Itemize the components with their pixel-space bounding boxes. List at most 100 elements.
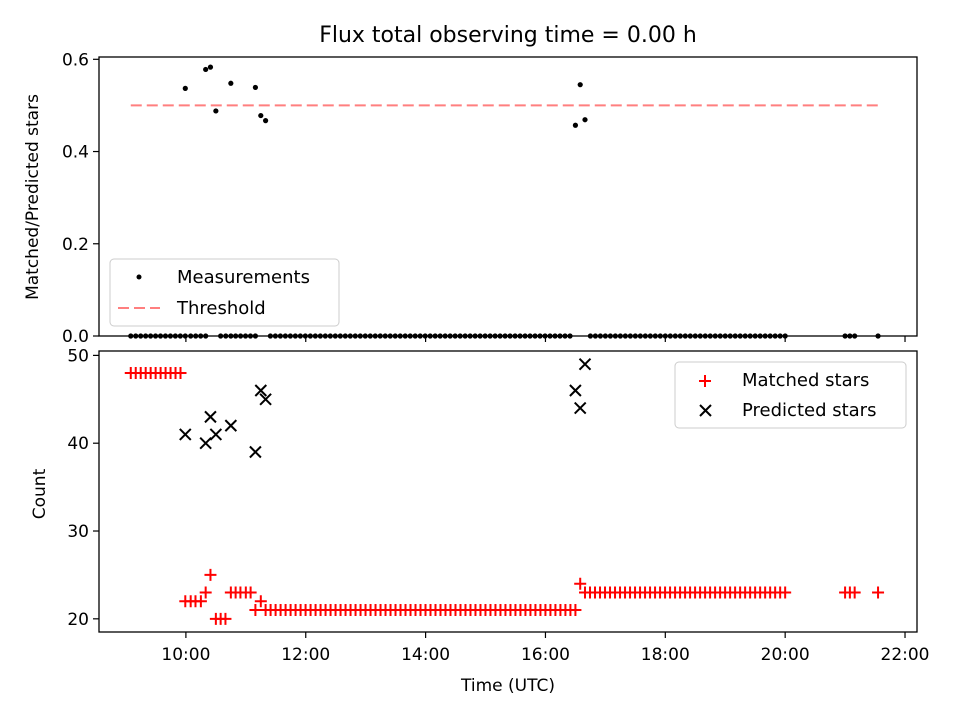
measurement-point-zero bbox=[742, 333, 748, 339]
measurement-point-zero bbox=[467, 333, 473, 339]
measurement-point-zero bbox=[672, 333, 678, 339]
measurement-point-zero bbox=[442, 333, 448, 339]
measurement-point-zero bbox=[342, 333, 348, 339]
measurement-point-zero bbox=[367, 333, 373, 339]
bottom-panel: 20 30 40 50 10:00 12:00 14:00 16:00 18:00 20:00 2… bbox=[30, 346, 930, 696]
measurement-point-zero bbox=[592, 333, 598, 339]
measurement-point-zero bbox=[297, 333, 303, 339]
measurement-point-zero bbox=[432, 333, 438, 339]
matched-star-point bbox=[204, 568, 217, 581]
measurement-point-zero bbox=[233, 333, 239, 339]
predicted-star-point bbox=[569, 384, 582, 397]
measurement-point-zero bbox=[138, 333, 144, 339]
measurement-point-zero bbox=[417, 333, 423, 339]
measurement-point-zero bbox=[362, 333, 368, 339]
measurement-point-zero bbox=[727, 333, 733, 339]
measurement-point-zero bbox=[562, 333, 568, 339]
measurement-point-zero bbox=[357, 333, 363, 339]
x-tick-label: 12:00 bbox=[281, 645, 330, 665]
x-tick-label: 10:00 bbox=[161, 645, 210, 665]
measurement-point-zero bbox=[352, 333, 358, 339]
measurement-point-zero bbox=[547, 333, 553, 339]
bottom-y-axis-label: Count bbox=[30, 468, 50, 519]
measurement-point bbox=[213, 108, 219, 114]
measurement-point-zero bbox=[437, 333, 443, 339]
legend-predicted-marker bbox=[699, 404, 712, 417]
measurement-point-zero bbox=[747, 333, 753, 339]
measurement-point-zero bbox=[757, 333, 763, 339]
measurement-point-zero bbox=[537, 333, 543, 339]
bottom-y-tick-label: 40 bbox=[67, 434, 89, 454]
top-y-tick-label: 0.6 bbox=[62, 50, 89, 70]
top-measurement-points bbox=[182, 64, 588, 128]
measurement-point-zero bbox=[252, 333, 259, 339]
top-y-axis: 0.0 0.2 0.4 0.6 bbox=[62, 50, 99, 347]
measurement-point-zero bbox=[632, 333, 638, 339]
measurement-point-zero bbox=[522, 333, 528, 339]
matched-star-point bbox=[872, 586, 885, 599]
measurement-point-zero bbox=[662, 333, 668, 339]
measurement-point-zero bbox=[637, 333, 643, 339]
matched-star-point bbox=[244, 586, 257, 599]
top-y-tick-label: 0.4 bbox=[62, 143, 89, 163]
measurement-point-zero bbox=[218, 333, 224, 339]
measurement-point-zero bbox=[875, 333, 881, 339]
measurement-point-zero bbox=[737, 333, 743, 339]
top-legend: Measurements Threshold bbox=[109, 258, 340, 327]
measurement-point-zero bbox=[177, 333, 183, 339]
measurement-point-zero bbox=[242, 333, 249, 339]
measurement-point bbox=[572, 122, 579, 128]
measurement-point-zero bbox=[223, 333, 229, 339]
measurement-point-zero bbox=[337, 333, 343, 339]
measurement-point-zero bbox=[607, 333, 613, 339]
matched-star-point bbox=[249, 604, 262, 617]
matched-star-point bbox=[569, 604, 582, 617]
measurement-point bbox=[252, 84, 259, 91]
measurement-point-zero bbox=[697, 333, 703, 339]
measurement-point-zero bbox=[133, 333, 139, 339]
predicted-star-point bbox=[224, 419, 238, 432]
measurement-point-zero bbox=[782, 333, 788, 339]
measurement-point-zero bbox=[332, 333, 338, 339]
bottom-legend: Matched stars Predicted stars bbox=[674, 361, 907, 429]
measurement-point-zero bbox=[472, 333, 478, 339]
chart-title: Flux total observing time = 0.00 h bbox=[319, 23, 697, 48]
measurement-point-zero bbox=[392, 333, 398, 339]
measurement-point-zero bbox=[702, 333, 708, 339]
measurement-point-zero bbox=[457, 333, 463, 339]
measurement-point-zero bbox=[842, 333, 848, 339]
measurement-point-zero bbox=[497, 333, 503, 339]
measurement-point-zero bbox=[277, 333, 283, 339]
measurement-point-zero bbox=[622, 333, 628, 339]
measurement-point-zero bbox=[667, 333, 673, 339]
measurement-point-zero bbox=[767, 333, 773, 339]
bottom-y-axis: 20 30 40 50 bbox=[67, 346, 99, 630]
measurement-point-zero bbox=[402, 333, 408, 339]
measurement-point-zero bbox=[162, 333, 169, 339]
measurement-point-zero bbox=[302, 333, 308, 339]
measurement-point-zero bbox=[657, 333, 663, 339]
measurement-point-zero bbox=[732, 333, 738, 339]
measurement-point-zero bbox=[487, 333, 493, 339]
measurement-point-zero bbox=[407, 333, 413, 339]
predicted-star-point bbox=[578, 357, 592, 371]
measurement-point-zero bbox=[507, 333, 513, 339]
measurement-point-zero bbox=[552, 333, 558, 339]
x-tick-label: 22:00 bbox=[881, 645, 930, 665]
predicted-star-point bbox=[204, 410, 217, 424]
measurement-point bbox=[577, 82, 583, 88]
measurement-point-zero bbox=[652, 333, 658, 339]
matched-stars-points bbox=[124, 366, 885, 625]
x-tick-label: 20:00 bbox=[761, 645, 810, 665]
measurement-point-zero bbox=[188, 333, 194, 339]
measurement-point-zero bbox=[167, 333, 174, 339]
top-y-axis-label: Matched/Predicted stars bbox=[23, 94, 43, 300]
legend-threshold-label: Threshold bbox=[176, 298, 266, 319]
bottom-x-axis: 10:00 12:00 14:00 16:00 18:00 20:00 22:00 bbox=[161, 632, 930, 665]
measurement-point-zero bbox=[527, 333, 533, 339]
measurement-point-zero bbox=[128, 333, 134, 339]
measurement-point-zero bbox=[322, 333, 328, 339]
measurement-point-zero bbox=[532, 333, 538, 339]
bottom-legend-box bbox=[674, 361, 907, 429]
